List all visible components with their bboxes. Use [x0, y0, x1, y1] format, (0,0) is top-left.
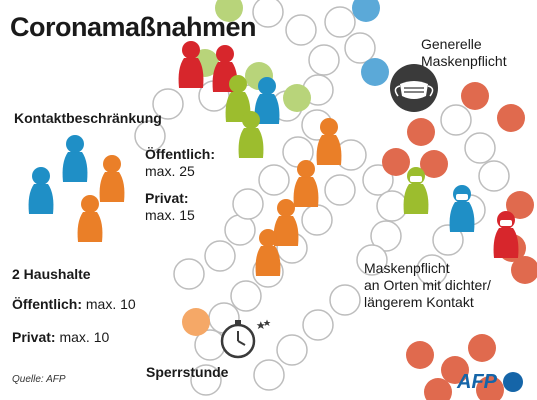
board-space: [362, 164, 394, 196]
board-space: [376, 190, 408, 222]
haushalte-private-value: max. 10: [59, 329, 110, 345]
board-space-colored: [468, 334, 496, 362]
board-space-colored: [424, 378, 452, 400]
board-space: [285, 14, 317, 46]
board-space: [204, 240, 236, 272]
masks-places-line2: an Orten mit dichter/: [364, 277, 491, 293]
haushalte-public-value: max. 10: [85, 296, 136, 312]
pawn-icon: [28, 167, 54, 214]
afp-logo-text: AFP: [457, 371, 497, 393]
haushalte-public-label: Öffentlich:: [12, 296, 82, 312]
pawn-icon: [293, 160, 319, 207]
kontakt-private-value: max. 15: [145, 207, 195, 223]
masks-general-line1: Generelle: [421, 36, 482, 52]
board-space: [440, 104, 472, 136]
board-space-colored: [361, 58, 389, 86]
pawn-icon: [77, 195, 103, 242]
board-space: [356, 244, 388, 276]
board-space-colored: [407, 118, 435, 146]
board-space: [324, 174, 356, 206]
board-space-colored: [476, 376, 504, 400]
board-space: [253, 359, 285, 391]
board-space-colored: [215, 0, 243, 22]
board-space-colored: [506, 191, 534, 219]
kontakt-heading: Kontaktbeschränkung: [14, 110, 162, 126]
board-space-colored: [352, 0, 380, 22]
masks-places-line3: längerem Kontakt: [364, 294, 474, 310]
board-space: [252, 0, 284, 28]
pawn-icon: [178, 41, 204, 88]
board-space-colored: [497, 104, 525, 132]
board-space: [329, 284, 361, 316]
board-space: [416, 254, 448, 286]
pawn-icon: [316, 118, 342, 165]
board-space: [190, 364, 222, 396]
board-space: [302, 309, 334, 341]
board-space-colored: [461, 82, 489, 110]
haushalte-private-label: Privat:: [12, 329, 56, 345]
pawn-icon: [238, 111, 264, 158]
board-space-colored: [406, 341, 434, 369]
board-space-colored: [382, 148, 410, 176]
pawn-icon: [254, 77, 280, 124]
board-space: [276, 334, 308, 366]
board-space-colored: [511, 256, 537, 284]
pawn-icon: [403, 167, 429, 214]
masks-general-line2: Maskenpflicht: [421, 53, 507, 69]
pawn-icon: [99, 155, 125, 202]
haushalte-private: Privat: max. 10: [12, 329, 109, 345]
board-space-colored: [283, 84, 311, 112]
board-space: [308, 44, 340, 76]
source-note: Quelle: AFP: [12, 374, 66, 385]
board-space: [370, 220, 402, 252]
haushalte-heading: 2 Haushalte: [12, 266, 91, 282]
board-space: [464, 132, 496, 164]
mask-icon: [390, 64, 438, 112]
board-space: [232, 188, 264, 220]
board-space: [152, 88, 184, 120]
page-title: Coronamaßnahmen: [10, 12, 257, 42]
board-space: [432, 224, 464, 256]
pawn-icon: [493, 211, 519, 258]
board-space-colored: [182, 308, 210, 336]
haushalte-public: Öffentlich: max. 10: [12, 296, 136, 312]
board-space: [301, 204, 333, 236]
board-space: [134, 120, 166, 152]
board-space: [173, 258, 205, 290]
board-space: [230, 280, 262, 312]
afp-logo-icon: [503, 372, 523, 392]
pawn-icon: [449, 185, 475, 232]
board-space-colored: [441, 356, 469, 384]
kontakt-private-label: Privat:: [145, 190, 189, 206]
kontakt-public-label: Öffentlich:: [145, 146, 215, 162]
pawn-icon: [62, 135, 88, 182]
pawn-icon: [255, 229, 281, 276]
board-space: [258, 164, 290, 196]
pawn-icon: [273, 199, 299, 246]
board-space: [344, 32, 376, 64]
kontakt-public-value: max. 25: [145, 163, 195, 179]
clock-icon: [220, 319, 271, 359]
board-space: [478, 160, 510, 192]
masks-places-line1: Maskenpflicht: [364, 260, 450, 276]
board-space: [324, 6, 356, 38]
board-space-colored: [420, 150, 448, 178]
curfew-label: Sperrstunde: [146, 364, 229, 380]
